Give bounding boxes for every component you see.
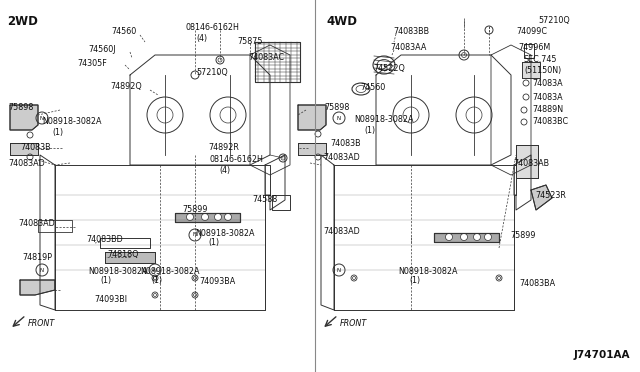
Text: 74083A: 74083A <box>532 80 563 89</box>
Polygon shape <box>20 280 55 295</box>
Text: 74083AA: 74083AA <box>390 44 426 52</box>
Text: N08918-3082A: N08918-3082A <box>398 266 458 276</box>
Text: 2WD: 2WD <box>7 15 38 28</box>
Text: 4WD: 4WD <box>326 15 357 28</box>
Polygon shape <box>175 213 240 222</box>
Text: 75898: 75898 <box>324 103 349 112</box>
Text: 74083A: 74083A <box>532 93 563 102</box>
Text: 08146-6162H: 08146-6162H <box>185 22 239 32</box>
Text: 74093BA: 74093BA <box>199 278 236 286</box>
Text: 74083AD: 74083AD <box>18 219 55 228</box>
Circle shape <box>484 234 492 241</box>
Text: N: N <box>193 232 197 237</box>
Text: 08146-6162H: 08146-6162H <box>209 155 263 164</box>
Text: 74560J: 74560J <box>88 45 115 55</box>
Text: 74996M: 74996M <box>518 44 550 52</box>
Text: N: N <box>153 267 157 273</box>
Text: 74083BB: 74083BB <box>393 28 429 36</box>
Text: 74083BD: 74083BD <box>86 234 123 244</box>
Text: 74560: 74560 <box>111 28 136 36</box>
Text: 74083BC: 74083BC <box>532 118 568 126</box>
Text: 75899: 75899 <box>182 205 207 215</box>
Circle shape <box>461 234 467 241</box>
Text: FRONT: FRONT <box>340 319 367 328</box>
Text: 74083AC: 74083AC <box>248 54 284 62</box>
Text: (4): (4) <box>196 33 207 42</box>
Text: 75875: 75875 <box>237 38 262 46</box>
Text: N: N <box>337 267 341 273</box>
Text: 57210Q: 57210Q <box>196 67 228 77</box>
Text: 74305F: 74305F <box>77 58 107 67</box>
Text: (1): (1) <box>208 238 219 247</box>
Text: 74819P: 74819P <box>22 253 52 263</box>
Text: N08918-3082A: N08918-3082A <box>195 228 255 237</box>
Polygon shape <box>105 252 155 263</box>
Text: FRONT: FRONT <box>28 319 55 328</box>
Text: N08918-3082A: N08918-3082A <box>354 115 413 125</box>
Polygon shape <box>10 105 38 130</box>
Text: 74083AD: 74083AD <box>323 154 360 163</box>
Text: 74099C: 74099C <box>516 28 547 36</box>
Text: 74892R: 74892R <box>208 144 239 153</box>
Text: 74083B: 74083B <box>20 144 51 153</box>
Text: 75898: 75898 <box>8 103 33 112</box>
Text: 74093BI: 74093BI <box>94 295 127 304</box>
Circle shape <box>474 234 481 241</box>
Polygon shape <box>531 185 552 210</box>
Text: N: N <box>40 267 44 273</box>
Text: 74083B: 74083B <box>330 138 360 148</box>
Text: 74083AD: 74083AD <box>323 228 360 237</box>
Text: 74889N: 74889N <box>532 106 563 115</box>
Text: 75899: 75899 <box>510 231 536 240</box>
Text: 74083AB: 74083AB <box>513 158 549 167</box>
Text: 74818Q: 74818Q <box>107 250 138 259</box>
Text: (51150N): (51150N) <box>524 65 561 74</box>
Text: N08918-3082A: N08918-3082A <box>42 118 102 126</box>
Circle shape <box>186 214 193 221</box>
Text: (1): (1) <box>364 125 375 135</box>
Polygon shape <box>298 143 326 155</box>
Text: 74083BA: 74083BA <box>519 279 555 289</box>
Polygon shape <box>298 105 326 130</box>
Text: (1): (1) <box>52 128 63 137</box>
Text: 74892Q: 74892Q <box>110 83 141 92</box>
Text: N: N <box>337 115 341 121</box>
Text: 74522Q: 74522Q <box>373 64 405 73</box>
Circle shape <box>445 234 452 241</box>
Text: 57210Q: 57210Q <box>538 16 570 25</box>
Text: (1): (1) <box>409 276 420 285</box>
Text: SEC.745: SEC.745 <box>524 55 557 64</box>
Circle shape <box>225 214 232 221</box>
Text: 74523R: 74523R <box>535 192 566 201</box>
Text: N: N <box>40 115 44 121</box>
Polygon shape <box>522 62 540 78</box>
Text: 74560: 74560 <box>360 83 385 93</box>
Text: J74701AA: J74701AA <box>573 350 630 360</box>
Text: 74588: 74588 <box>252 196 277 205</box>
Text: (1): (1) <box>151 276 162 285</box>
Text: N08918-3082A: N08918-3082A <box>88 266 147 276</box>
Text: N08918-3082A: N08918-3082A <box>140 266 200 276</box>
Polygon shape <box>10 143 38 155</box>
Polygon shape <box>434 233 499 242</box>
Polygon shape <box>516 145 538 178</box>
Text: (1): (1) <box>100 276 111 285</box>
Text: (4): (4) <box>219 166 230 174</box>
Circle shape <box>202 214 209 221</box>
Text: 74083AD: 74083AD <box>8 158 45 167</box>
Circle shape <box>214 214 221 221</box>
